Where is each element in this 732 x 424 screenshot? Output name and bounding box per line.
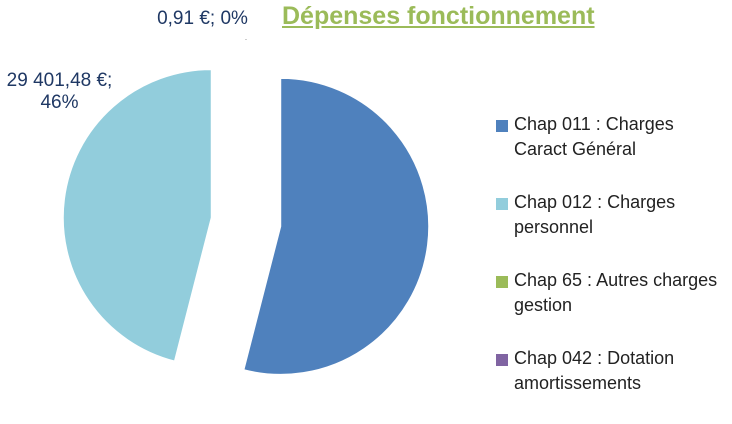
legend-swatch	[496, 354, 508, 366]
legend-label: Chap 011 : Charges Caract Général	[514, 112, 724, 162]
legend-label: Chap 65 : Autres charges gestion	[514, 268, 724, 318]
legend-swatch	[496, 120, 508, 132]
data-label: 0,91 €; 0%	[140, 8, 265, 30]
legend-entry: Chap 042 : Dotation amortissements	[496, 346, 732, 424]
legend-label: Chap 012 : Charges personnel	[514, 190, 724, 240]
legend-label: Chap 042 : Dotation amortissements	[514, 346, 724, 396]
legend-entry: Chap 012 : Charges personnel	[496, 190, 732, 268]
page: Dépenses fonctionnement Chap 011 : Charg…	[0, 0, 732, 409]
legend-entry: Chap 65 : Autres charges gestion	[496, 268, 732, 346]
legend-swatch	[496, 198, 508, 210]
chart-title: Dépenses fonctionnement	[282, 2, 595, 31]
legend: Chap 011 : Charges Caract Général Chap 01…	[496, 112, 732, 424]
pie-slice	[244, 78, 429, 374]
data-label: 29 401,48 €; 46%	[2, 70, 117, 114]
legend-entry: Chap 011 : Charges Caract Général	[496, 112, 732, 190]
legend-swatch	[496, 276, 508, 288]
